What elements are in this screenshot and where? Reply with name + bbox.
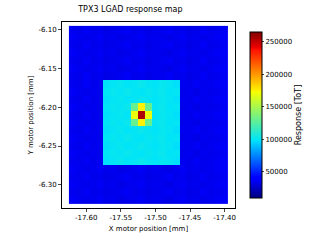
svg-text:250000: 250000 [265,38,292,46]
svg-text:-6.15: -6.15 [38,65,56,73]
svg-text:-17.55: -17.55 [110,214,133,222]
svg-text:100000: 100000 [265,136,292,144]
svg-text:-17.45: -17.45 [179,214,202,222]
svg-text:-6.30: -6.30 [38,181,56,189]
svg-text:150000: 150000 [265,103,292,111]
svg-text:200000: 200000 [265,71,292,79]
svg-text:Response [ToT]: Response [ToT] [294,85,303,146]
svg-text:50000: 50000 [265,168,287,176]
svg-text:-17.50: -17.50 [144,214,167,222]
svg-text:-6.20: -6.20 [38,104,56,112]
svg-text:TPX3 LGAD response map: TPX3 LGAD response map [77,5,182,14]
svg-text:-6.10: -6.10 [38,26,56,34]
svg-text:Y motor position [mm]: Y motor position [mm] [27,75,35,155]
svg-text:-17.40: -17.40 [213,214,236,222]
svg-text:-17.60: -17.60 [75,214,98,222]
svg-text:-6.25: -6.25 [38,142,56,150]
svg-text:X motor position [mm]: X motor position [mm] [109,225,189,233]
